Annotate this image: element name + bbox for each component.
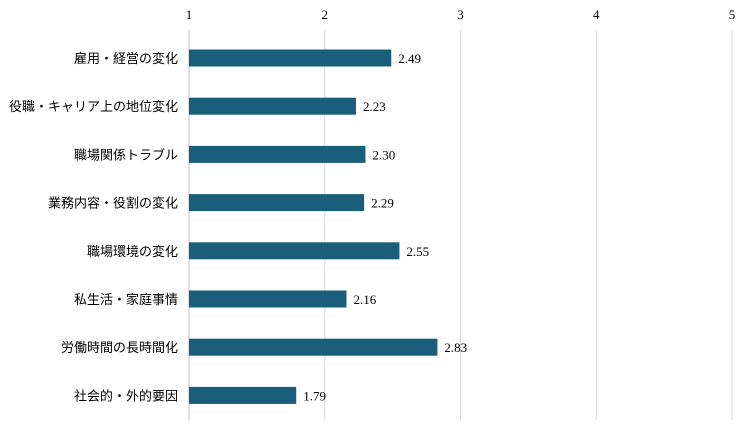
data-label-8: 1.79 <box>303 388 326 403</box>
bar-3 <box>189 145 366 163</box>
bar-4 <box>189 194 365 212</box>
category-label-1: 雇用・経営の変化 <box>74 51 178 67</box>
category-label-3: 職場関係トラブル <box>74 147 178 163</box>
data-label-6: 2.16 <box>353 292 376 307</box>
data-labels: 2.49 2.23 2.30 2.29 2.55 2.16 2.83 1.79 <box>303 51 467 403</box>
category-label-8: 社会的・外的要因 <box>74 388 178 404</box>
category-label-5: 職場環境の変化 <box>87 244 178 260</box>
x-tick-label-1: 1 <box>186 7 193 22</box>
x-tick-label-5: 5 <box>729 7 736 22</box>
gridlines <box>188 30 733 420</box>
bar-6 <box>189 290 347 308</box>
category-label-7: 労働時間の長時間化 <box>61 341 178 356</box>
bar-7 <box>189 338 438 356</box>
data-label-1: 2.49 <box>398 51 421 66</box>
bar-8 <box>189 386 297 404</box>
data-label-3: 2.30 <box>372 147 395 162</box>
bars <box>189 49 438 404</box>
bar-2 <box>189 97 356 115</box>
data-label-2: 2.23 <box>363 99 386 114</box>
category-label-6: 私生活・家庭事情 <box>74 292 178 308</box>
x-tick-label-4: 4 <box>593 7 600 22</box>
data-label-7: 2.83 <box>444 340 467 355</box>
category-label-2: 役職・キャリア上の地位変化 <box>9 99 178 115</box>
category-labels: 雇用・経営の変化役職・キャリア上の地位変化職場関係トラブル業務内容・役割の変化職… <box>9 51 178 404</box>
data-label-4: 2.29 <box>371 196 394 211</box>
data-label-5: 2.55 <box>406 244 429 259</box>
x-tick-label-3: 3 <box>457 7 464 22</box>
x-axis-ticks: 1 2 3 4 5 <box>186 7 736 22</box>
category-label-4: 業務内容・役割の変化 <box>48 196 178 212</box>
bar-1 <box>189 49 392 67</box>
x-tick-label-2: 2 <box>322 7 329 22</box>
bar-5 <box>189 242 400 260</box>
